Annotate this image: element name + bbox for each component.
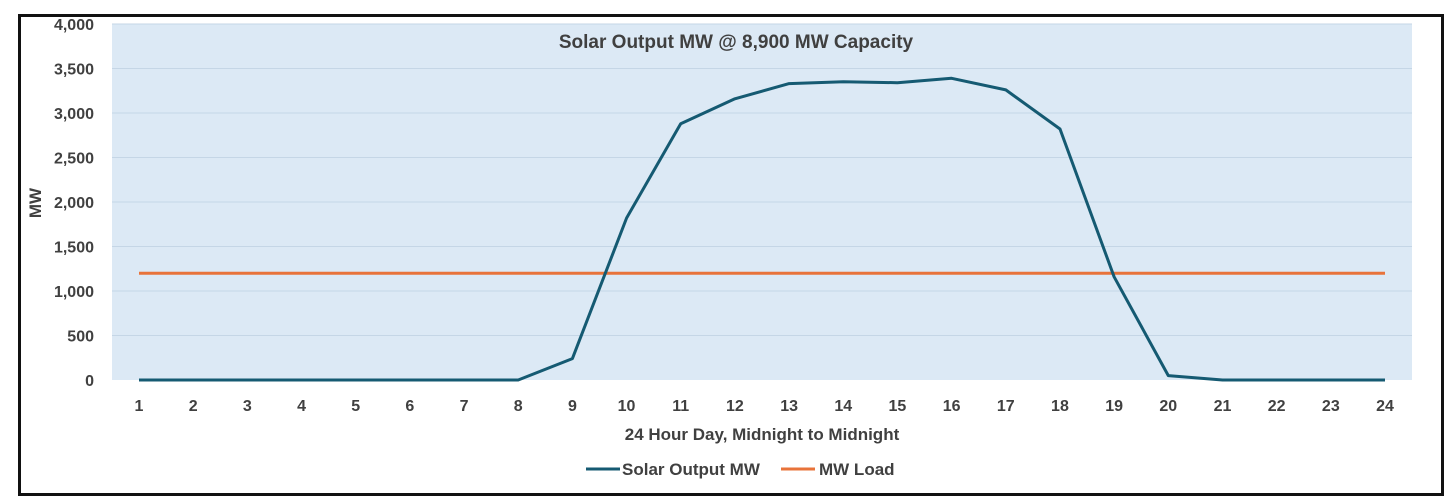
y-tick-label: 2,000 bbox=[54, 195, 94, 212]
y-axis-ticks: 0 500 1,000 1,500 2,000 2,500 3,000 3,500 4,000 bbox=[54, 17, 94, 390]
x-tick-label: 6 bbox=[405, 398, 414, 415]
series-lines bbox=[139, 76, 1385, 382]
y-tick-label: 1,500 bbox=[54, 240, 94, 257]
x-tick-label: 2 bbox=[189, 398, 198, 415]
y-tick-label: 4,000 bbox=[54, 17, 94, 34]
x-tick-label: 13 bbox=[780, 398, 798, 415]
y-tick-label: 500 bbox=[67, 329, 94, 346]
y-tick-label: 3,000 bbox=[54, 106, 94, 123]
x-tick-label: 16 bbox=[943, 398, 961, 415]
x-axis-ticks: 1 2 3 4 5 6 7 8 9 10 11 12 13 14 15 16 17 18 19 20 21 22 23 24 bbox=[135, 398, 1394, 415]
series-line-solar-output bbox=[139, 76, 1385, 382]
x-tick-label: 20 bbox=[1159, 398, 1177, 415]
y-tick-label: 2,500 bbox=[54, 151, 94, 168]
x-tick-label: 21 bbox=[1214, 398, 1232, 415]
x-tick-label: 3 bbox=[243, 398, 252, 415]
legend: Solar Output MW MW Load bbox=[586, 460, 895, 479]
x-tick-label: 8 bbox=[514, 398, 523, 415]
y-axis-label: MW bbox=[26, 187, 45, 218]
x-tick-label: 1 bbox=[135, 398, 144, 415]
y-tick-label: 0 bbox=[85, 373, 94, 390]
legend-label-load: MW Load bbox=[819, 460, 895, 479]
x-tick-label: 18 bbox=[1051, 398, 1069, 415]
legend-label-solar: Solar Output MW bbox=[622, 460, 761, 479]
gridlines bbox=[112, 23, 1412, 336]
x-tick-label: 17 bbox=[997, 398, 1015, 415]
x-tick-label: 10 bbox=[618, 398, 636, 415]
x-tick-label: 11 bbox=[672, 398, 689, 415]
x-tick-label: 22 bbox=[1268, 398, 1286, 415]
chart-title: Solar Output MW @ 8,900 MW Capacity bbox=[559, 32, 914, 53]
x-tick-label: 12 bbox=[726, 398, 744, 415]
x-tick-label: 4 bbox=[297, 398, 306, 415]
x-tick-label: 24 bbox=[1376, 398, 1394, 415]
x-tick-label: 23 bbox=[1322, 398, 1340, 415]
y-tick-label: 3,500 bbox=[54, 62, 94, 79]
x-tick-label: 19 bbox=[1105, 398, 1123, 415]
x-axis-label: 24 Hour Day, Midnight to Midnight bbox=[625, 425, 900, 444]
y-tick-label: 1,000 bbox=[54, 284, 94, 301]
x-tick-label: 15 bbox=[889, 398, 907, 415]
x-tick-label: 14 bbox=[834, 398, 852, 415]
x-tick-label: 9 bbox=[568, 398, 577, 415]
x-tick-label: 5 bbox=[351, 398, 360, 415]
x-tick-label: 7 bbox=[460, 398, 469, 415]
